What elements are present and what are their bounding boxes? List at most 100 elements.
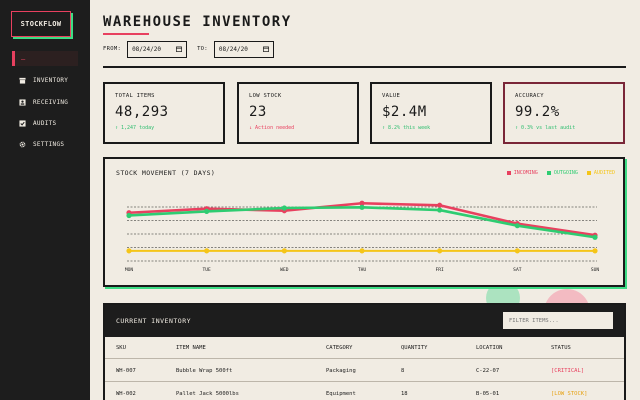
sidebar-item-label: AUDITS (33, 119, 57, 127)
table-title: CURRENT INVENTORY (116, 317, 192, 325)
data-point (359, 200, 365, 206)
status-badge: [CRITICAL] (551, 368, 585, 374)
title-accent-line (103, 33, 149, 35)
data-point (204, 248, 210, 254)
data-point (126, 248, 132, 254)
sidebar: STOCKFLOW — INVENTORY RECEIVING AUDITS S… (0, 0, 90, 400)
kpi-label: VALUE (382, 93, 401, 99)
app-logo[interactable]: STOCKFLOW (11, 11, 71, 37)
data-point (359, 248, 365, 254)
item-name-cell: Pallet Jack 5000lbs (176, 391, 239, 397)
kpi-value: 23 (249, 104, 267, 120)
header-divider (103, 66, 626, 68)
kpi-card-accuracy: ACCURACY 99.2% ↑ 0.3% vs last audit (503, 82, 625, 144)
kpi-value: $2.4M (382, 104, 427, 120)
kpi-label: TOTAL ITEMS (115, 93, 155, 99)
legend-label: INCOMING (513, 170, 538, 176)
table-header-bar: CURRENT INVENTORY (105, 305, 624, 337)
x-tick-label: FRI (436, 267, 445, 273)
from-date-input[interactable]: 08/24/20 (127, 40, 188, 58)
sidebar-item-inventory[interactable]: INVENTORY (19, 74, 89, 86)
legend-incoming: INCOMING (506, 170, 538, 176)
table-row[interactable]: WH-007 Bubble Wrap 500ft Packaging 8 C-2… (105, 360, 624, 382)
kpi-delta: ↑ 8.2% this week (382, 125, 431, 131)
check-square-icon (19, 119, 26, 127)
legend-audited: AUDITED (586, 170, 615, 176)
column-header[interactable]: SKU (116, 345, 126, 351)
table-row[interactable]: WH-002 Pallet Jack 5000lbs Equipment 18 … (105, 383, 624, 400)
data-point (281, 248, 287, 254)
filter-items-input[interactable] (503, 312, 613, 329)
to-label: TO: (197, 46, 208, 52)
category-cell: Packaging (326, 368, 356, 374)
sidebar-item-settings[interactable]: SETTINGS (19, 138, 89, 150)
sidebar-item-receiving[interactable]: RECEIVING (19, 96, 89, 108)
calendar-icon (262, 46, 269, 52)
calendar-icon (176, 46, 183, 52)
kpi-label: LOW STOCK (249, 93, 282, 99)
data-point (204, 208, 210, 214)
kpi-value: 99.2% (515, 104, 560, 120)
data-point (437, 202, 443, 208)
location-cell: B-05-01 (476, 391, 500, 397)
data-point (359, 204, 365, 210)
data-point (437, 207, 443, 213)
location-cell: C-22-07 (476, 368, 500, 374)
chart-legend: INCOMING OUTGOING AUDITED (506, 170, 615, 176)
x-tick-label: MON (125, 267, 134, 273)
kpi-delta: ↑ 1,247 today (115, 125, 155, 131)
table-column-headers: SKU ITEM NAME CATEGORY QUANTITY LOCATION… (105, 337, 624, 359)
kpi-card-value: VALUE $2.4M ↑ 8.2% this week (370, 82, 492, 144)
quantity-cell: 18 (401, 391, 408, 397)
column-header[interactable]: ITEM NAME (176, 345, 206, 351)
kpi-value: 48,293 (115, 104, 169, 120)
x-tick-label: TUE (203, 267, 212, 273)
sidebar-item-audits[interactable]: AUDITS (19, 117, 89, 129)
data-point (514, 223, 520, 229)
kpi-card-low-stock: LOW STOCK 23 ↓ Action needed (237, 82, 359, 144)
data-point (126, 212, 132, 219)
x-tick-label: SUN (591, 267, 600, 273)
receiving-icon (19, 98, 26, 106)
kpi-delta: ↓ Action needed (249, 125, 295, 131)
quantity-cell: 8 (401, 368, 405, 374)
from-date-value: 08/24/20 (132, 45, 161, 53)
data-point (592, 248, 598, 254)
item-name-cell: Bubble Wrap 500ft (176, 368, 233, 374)
to-date-input[interactable]: 08/24/20 (213, 40, 274, 58)
sku-cell: WH-007 (116, 368, 136, 374)
x-tick-label: SAT (513, 267, 522, 273)
sidebar-item-label: SETTINGS (33, 140, 65, 148)
chart-title: STOCK MOVEMENT (7 DAYS) (116, 169, 216, 177)
category-cell: Equipment (326, 391, 356, 397)
active-mark: — (21, 54, 26, 63)
kpi-delta: ↑ 0.3% vs last audit (515, 125, 576, 131)
sidebar-item-label: RECEIVING (33, 98, 69, 106)
data-point (437, 248, 443, 254)
kpi-card-total-items: TOTAL ITEMS 48,293 ↑ 1,247 today (103, 82, 225, 144)
sku-cell: WH-002 (116, 391, 136, 397)
sidebar-active-indicator[interactable]: — (12, 51, 78, 66)
column-header[interactable]: LOCATION (476, 345, 503, 351)
to-date-value: 08/24/20 (218, 45, 248, 53)
chart-canvas: MON TUE WED THU FRI SAT SUN (125, 200, 600, 273)
x-tick-label: THU (358, 267, 367, 273)
x-tick-label: WED (280, 267, 289, 273)
gear-icon (19, 141, 26, 147)
legend-label: OUTGOING (553, 170, 578, 176)
legend-outgoing: OUTGOING (546, 170, 578, 176)
from-label: FROM: (103, 46, 122, 52)
stock-movement-chart: MON TUE WED THU FRI SAT SUN STOCK MOVEMENT (7 … (103, 157, 625, 287)
column-header[interactable]: CATEGORY (326, 345, 353, 351)
status-badge: [LOW STOCK] (551, 391, 588, 397)
data-point (514, 248, 520, 254)
data-point (592, 234, 598, 240)
data-point (281, 205, 287, 211)
kpi-label: ACCURACY (515, 93, 544, 99)
series-line-outgoing (128, 206, 596, 239)
column-header[interactable]: QUANTITY (401, 345, 428, 351)
date-range: FROM: 08/24/20 TO: 08/24/20 (103, 40, 284, 58)
column-header[interactable]: STATUS (551, 345, 571, 351)
page-title: WAREHOUSE INVENTORY (103, 14, 292, 30)
box-icon (19, 77, 26, 84)
